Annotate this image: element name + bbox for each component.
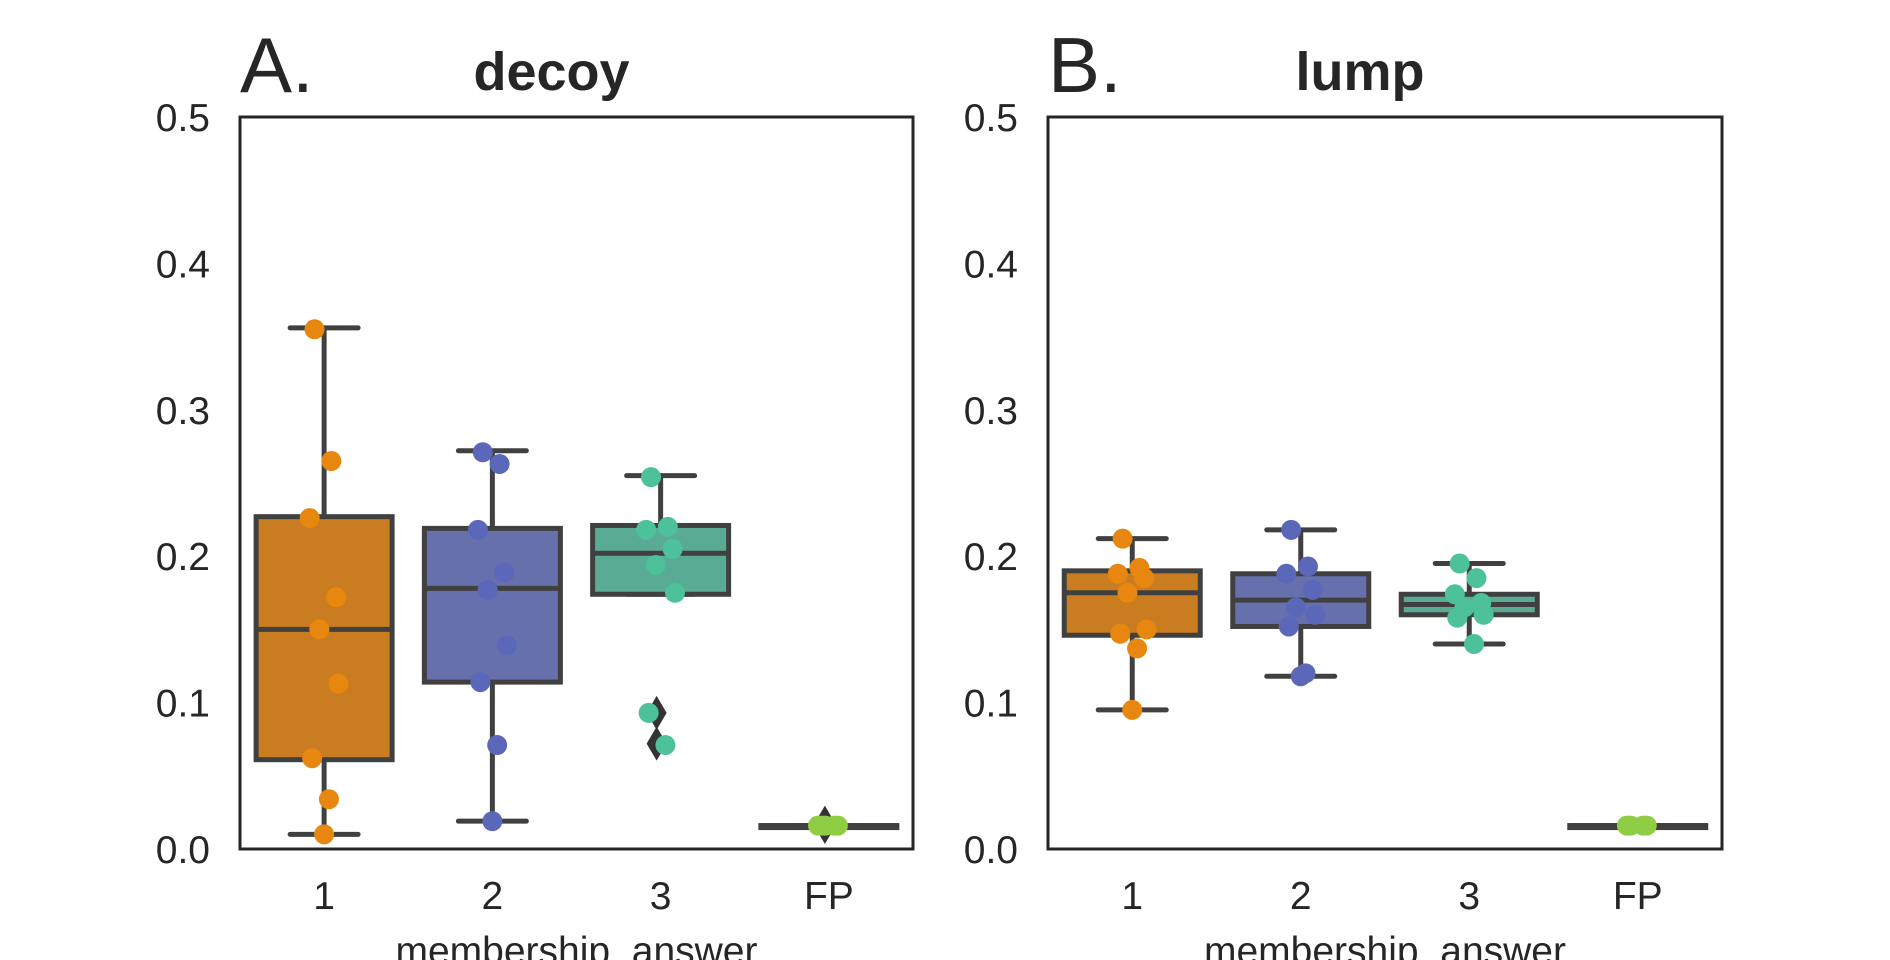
data-point [1449, 553, 1470, 574]
box-1 [253, 325, 395, 837]
data-point [657, 516, 678, 537]
y-tick-label: 0.1 [964, 683, 1018, 726]
data-point [1464, 634, 1485, 655]
chart-title: lump [1296, 42, 1425, 102]
y-tick-label: 0.3 [156, 390, 210, 433]
data-point [326, 587, 347, 608]
data-point [1616, 815, 1637, 836]
data-point [314, 824, 335, 845]
data-point [494, 562, 515, 583]
data-point [1107, 563, 1128, 584]
data-point [1473, 604, 1494, 625]
data-point [321, 451, 342, 472]
box-2 [421, 448, 563, 824]
box-body [253, 514, 395, 763]
data-point [1134, 568, 1155, 589]
data-point [299, 508, 320, 529]
data-point [470, 672, 491, 693]
box-3 [590, 473, 732, 761]
panel-letter: B. [1048, 21, 1122, 109]
x-axis-label: membership_answer [396, 930, 758, 960]
x-tick-label: 2 [482, 875, 504, 918]
data-point [665, 582, 686, 603]
y-tick-label: 0.4 [156, 243, 210, 286]
data-point [1297, 556, 1318, 577]
data-point [482, 811, 503, 832]
chart-panel-1: A. decoy 0.0 0.1 0.2 0.3 0.4 0.5 1 2 3 FP membership… [156, 21, 915, 960]
data-point [318, 789, 339, 810]
data-point [1278, 616, 1299, 637]
box-body [1061, 568, 1203, 638]
y-tick-label: 0.3 [964, 390, 1018, 433]
x-tick-label: 1 [1121, 875, 1143, 918]
data-point [1447, 607, 1468, 628]
x-tick-label: 3 [1458, 875, 1480, 918]
data-point [655, 735, 676, 756]
y-tick-label: 0.0 [156, 829, 210, 872]
data-point [304, 319, 325, 340]
data-point [309, 619, 330, 640]
y-tick-label: 0.5 [156, 97, 210, 140]
x-axis-label: membership_answer [1204, 930, 1566, 960]
data-point [1112, 528, 1133, 549]
data-point [1136, 619, 1157, 640]
data-point [1636, 815, 1657, 836]
y-tick-label: 0.4 [964, 243, 1018, 286]
plot-frame [238, 115, 915, 851]
data-point [815, 815, 836, 836]
x-tick-label: 1 [313, 875, 335, 918]
x-tick-label: FP [1613, 875, 1663, 918]
data-point [1122, 699, 1143, 720]
data-point [328, 673, 349, 694]
data-point [496, 635, 517, 656]
y-tick-label: 0.2 [964, 536, 1018, 579]
data-point [1110, 623, 1131, 644]
data-point [662, 538, 683, 559]
data-point [638, 702, 659, 723]
chart-panel-2: B. lump 0.0 0.1 0.2 0.3 0.4 0.5 1 2 3 FP membership_… [964, 21, 1724, 960]
panel-letter: A. [240, 21, 314, 109]
data-point [1281, 519, 1302, 540]
x-tick-label: 3 [650, 875, 672, 918]
data-point [472, 442, 493, 463]
data-point [477, 579, 498, 600]
box-body [421, 525, 563, 685]
y-tick-label: 0.2 [156, 536, 210, 579]
data-point [1302, 579, 1323, 600]
x-tick-label: FP [804, 875, 854, 918]
y-tick-label: 0.1 [156, 683, 210, 726]
data-point [1285, 597, 1306, 618]
data-point [1127, 638, 1148, 659]
data-point [1117, 582, 1138, 603]
data-point [645, 554, 666, 575]
data-point [636, 519, 657, 540]
data-point [1276, 563, 1297, 584]
data-point [1305, 604, 1326, 625]
data-point [489, 453, 510, 474]
x-tick-label: 2 [1290, 875, 1312, 918]
data-point [1290, 666, 1311, 687]
data-point [641, 467, 662, 488]
y-tick-label: 0.5 [964, 97, 1018, 140]
data-point [487, 735, 508, 756]
plot-frame [1046, 115, 1724, 851]
data-point [302, 748, 323, 769]
data-point [467, 519, 488, 540]
y-tick-label: 0.0 [964, 829, 1018, 872]
data-point [1466, 568, 1487, 589]
chart-title: decoy [473, 42, 629, 102]
